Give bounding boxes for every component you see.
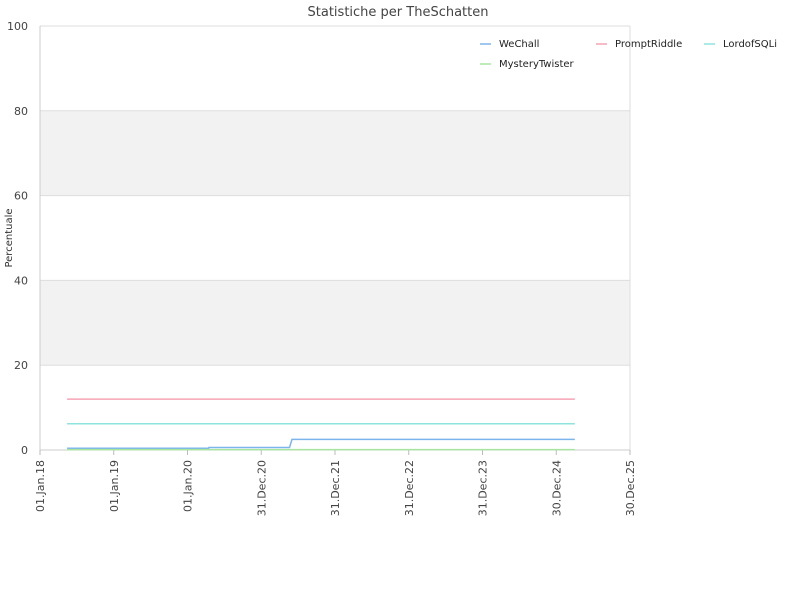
y-tick-label: 100 (7, 20, 28, 33)
plot-band (40, 110, 630, 196)
x-tick-label: 31.Dec.20 (255, 460, 268, 516)
x-tick-label: 31.Dec.23 (477, 460, 490, 516)
plot-bands (40, 110, 630, 366)
series-line-wechall (67, 438, 575, 450)
y-tick-label: 60 (14, 190, 28, 203)
x-tick-label: 30.Dec.25 (624, 460, 637, 516)
x-tick-label: 01.Jan.19 (108, 460, 121, 512)
plot-band (40, 280, 630, 366)
chart-title: Statistiche per TheSchatten (308, 5, 489, 20)
axes: 0 20 40 60 80 100 01.Jan.18 01.Jan.19 01.Jan.20 3… (7, 20, 637, 516)
grid-lines (40, 25, 630, 451)
series-lines (67, 398, 575, 451)
legend-label-mysterytwister: MysteryTwister (499, 59, 575, 70)
x-tick-label: 31.Dec.21 (329, 460, 342, 516)
legend-label-promptriddle: PromptRiddle (615, 39, 682, 50)
x-tick-label: 01.Jan.18 (34, 460, 47, 512)
y-tick-label: 80 (14, 105, 28, 118)
x-tick-label: 30.Dec.24 (550, 460, 563, 516)
legend: WeChall PromptRiddle LordofSQLi MysteryTwis… (480, 39, 777, 70)
y-tick-label: 0 (21, 444, 28, 457)
legend-label-wechall: WeChall (499, 39, 539, 50)
x-tick-label: 31.Dec.22 (403, 460, 416, 516)
y-tick-label: 20 (14, 359, 28, 372)
x-tick-label: 01.Jan.20 (182, 460, 195, 512)
legend-label-lordofsqli: LordofSQLi (723, 39, 777, 50)
y-axis-label: Percentuale (4, 208, 15, 267)
y-tick-label: 40 (14, 274, 28, 287)
